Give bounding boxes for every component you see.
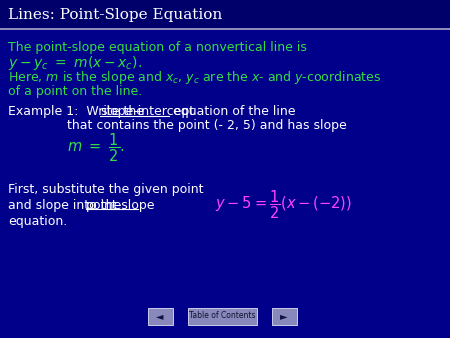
Text: point-slope: point-slope [86,198,156,212]
Text: First, substitute the given point: First, substitute the given point [8,184,203,196]
Text: ◄: ◄ [156,311,164,321]
Text: Lines: Point-Slope Equation: Lines: Point-Slope Equation [8,8,222,22]
Text: The point-slope equation of a nonvertical line is: The point-slope equation of a nonvertica… [8,42,307,54]
Text: $m \ = \ \dfrac{1}{2}.$: $m \ = \ \dfrac{1}{2}.$ [67,132,125,164]
Text: slope-intercept: slope-intercept [100,105,194,119]
Bar [0,0,450,30]
Text: equation.: equation. [8,216,67,228]
Text: Example 1:  Write the: Example 1: Write the [8,105,148,119]
Text: $y - 5 = \dfrac{1}{2}(x - (-2))$: $y - 5 = \dfrac{1}{2}(x - (-2))$ [215,189,352,221]
FancyBboxPatch shape [148,308,172,324]
Text: equation of the line: equation of the line [169,105,296,119]
Text: and slope into the: and slope into the [8,198,125,212]
FancyBboxPatch shape [271,308,297,324]
Text: $y - y_c \ = \ m(x - x_c).$: $y - y_c \ = \ m(x - x_c).$ [8,54,142,72]
Text: of a point on the line.: of a point on the line. [8,84,142,97]
FancyBboxPatch shape [188,308,256,324]
Text: Table of Contents: Table of Contents [189,312,255,320]
Text: Here, $m$ is the slope and $x_c$, $y_c$ are the $x$- and $y$-coordinates: Here, $m$ is the slope and $x_c$, $y_c$ … [8,70,381,87]
Text: ►: ► [280,311,288,321]
Text: that contains the point (- 2, 5) and has slope: that contains the point (- 2, 5) and has… [67,120,347,132]
